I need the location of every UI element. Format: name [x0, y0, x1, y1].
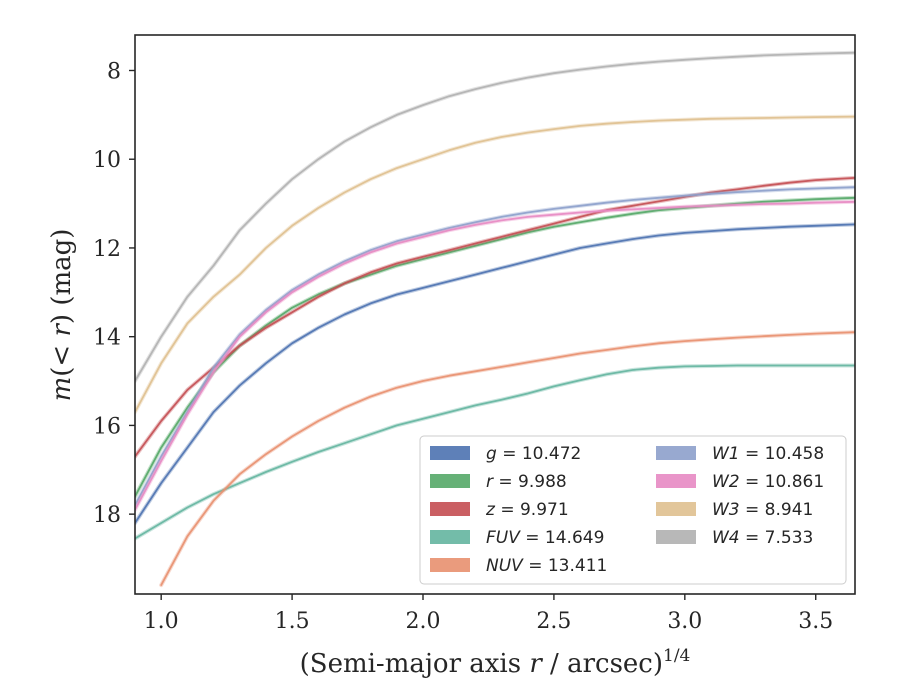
x-tick-label: 3.0: [667, 609, 702, 634]
x-tick-label: 3.5: [798, 609, 833, 634]
y-tick-label: 16: [93, 414, 121, 439]
legend-label-W3: W3 = 8.941: [712, 500, 813, 520]
legend-swatch-r: [430, 474, 470, 488]
series-line-z: [135, 176, 855, 458]
series-line-g: [135, 223, 855, 524]
series-line-W3: [135, 115, 855, 414]
y-axis-label: m(< r) (mag): [47, 229, 77, 402]
x-axis-label: (Semi-major axis r / arcsec)1/4: [300, 646, 691, 679]
legend-label-r: r = 9.988: [486, 472, 567, 492]
x-tick-label: 2.5: [536, 609, 571, 634]
y-tick-label: 8: [107, 59, 121, 84]
legend-swatch-NUV: [430, 558, 470, 572]
legend-swatch-FUV: [430, 530, 470, 544]
series-line-W2: [135, 200, 855, 511]
legend-box: [419, 435, 847, 585]
y-tick-label: 14: [93, 326, 121, 351]
legend-swatch-z: [430, 502, 470, 516]
series-line-FUV: [135, 364, 855, 540]
legend-swatch-W1: [656, 446, 696, 460]
y-tick-label: 10: [93, 148, 121, 173]
legend-swatch-W4: [656, 530, 696, 544]
legend-swatch-W2: [656, 474, 696, 488]
legend-label-FUV: FUV = 14.649: [486, 528, 604, 548]
legend-swatch-W3: [656, 502, 696, 516]
series-line-W1: [135, 186, 855, 507]
legend-items: g = 10.472 r = 9.988 z = 9.971 FUV = 14.649…: [430, 444, 824, 576]
series-line-W4: [135, 51, 855, 382]
legend-label-z: z = 9.971: [485, 500, 569, 520]
legend-swatch-g: [430, 446, 470, 460]
ticks-layer: 1.0 1.5 2.0 2.5 3.0 3.5 8 10 12 14 16 18: [93, 59, 833, 634]
series-line-NUV: [160, 331, 855, 586]
x-tick-label: 2.0: [406, 609, 441, 634]
legend-label-g: g = 10.472: [486, 444, 581, 464]
legend-label-W2: W2 = 10.861: [712, 472, 824, 492]
y-tick-label: 18: [93, 503, 121, 528]
x-tick-label: 1.0: [144, 609, 179, 634]
legend: g = 10.472 r = 9.988 z = 9.971 FUV = 14.649…: [419, 435, 847, 585]
y-tick-label: 12: [93, 237, 121, 262]
legend-label-W4: W4 = 7.533: [712, 528, 813, 548]
series-layer: [135, 50, 855, 588]
legend-label-NUV: NUV = 13.411: [486, 556, 607, 576]
plot-frame: [134, 34, 856, 595]
x-tick-label: 1.5: [275, 609, 310, 634]
legend-label-W1: W1 = 10.458: [712, 444, 824, 464]
